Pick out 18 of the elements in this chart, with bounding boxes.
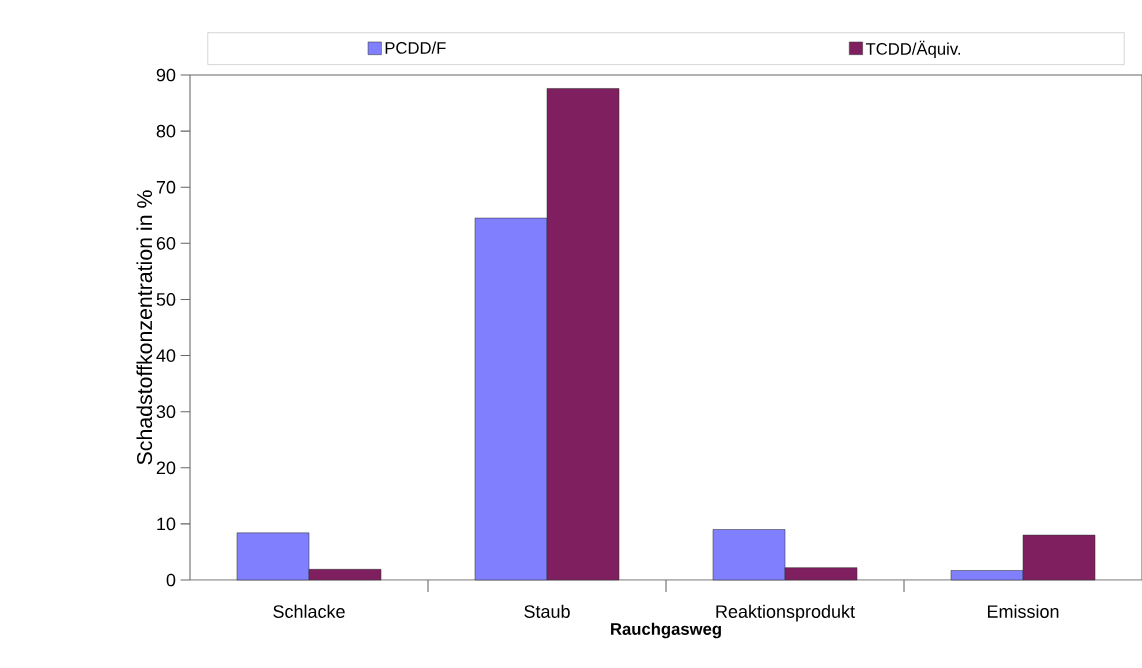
x-tick-label: Emission: [987, 604, 1059, 618]
y-tick-label: 60: [156, 236, 176, 250]
x-tick-label: Reaktionsprodukt: [716, 604, 855, 622]
y-tick-label: 40: [156, 349, 176, 362]
y-tick-label: 0: [166, 573, 176, 587]
y-tick-label: 30: [156, 405, 176, 419]
x-axis-title: Rauchgasweg: [611, 622, 721, 639]
y-tick-label: 80: [156, 124, 176, 138]
y-tick-label: 50: [156, 293, 176, 306]
legend-label: PCDD/F: [385, 41, 446, 54]
y-tick-label: 70: [156, 180, 176, 194]
y-axis-title: Schadstoffkonzentration in %: [136, 190, 153, 465]
x-tick-label: Schlacke: [273, 604, 345, 618]
y-tick-label: 20: [156, 461, 176, 475]
legend-label: TCDD/Äquiv.: [865, 40, 961, 59]
x-tick-label: Staub: [524, 604, 570, 618]
y-tick-label: 90: [156, 68, 176, 82]
y-tick-label: 10: [157, 517, 176, 531]
